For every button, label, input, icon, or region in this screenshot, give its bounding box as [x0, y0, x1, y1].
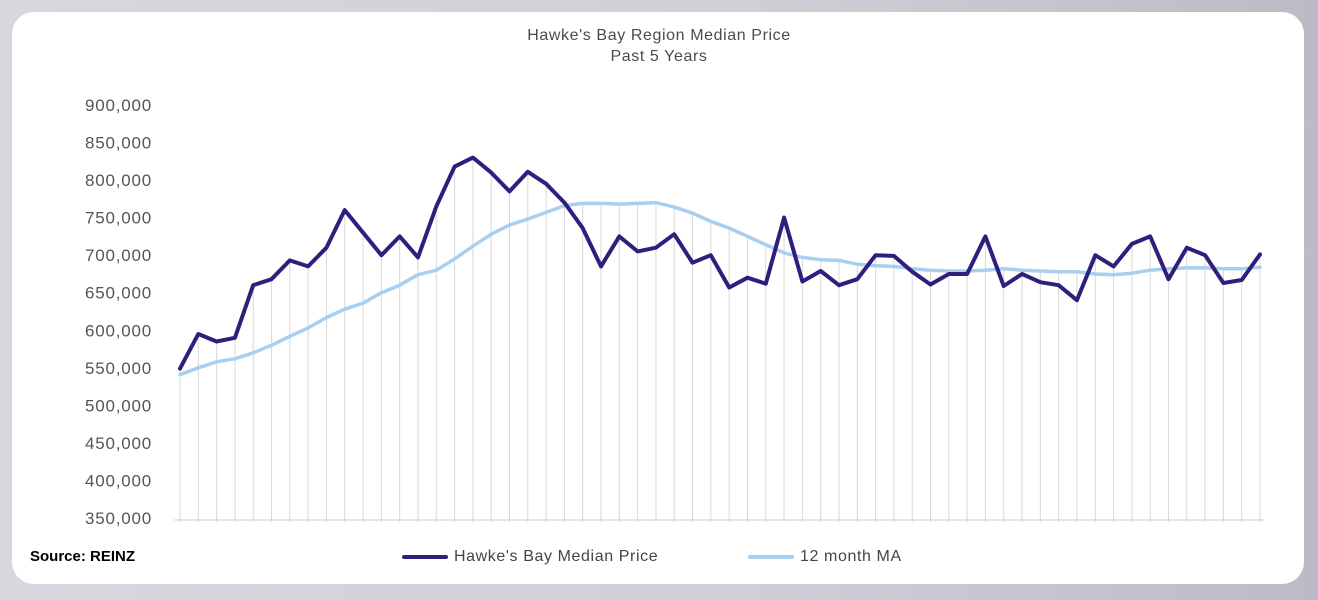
y-tick-label: 700,000 — [85, 246, 152, 265]
legend-label-median: Hawke's Bay Median Price — [454, 548, 659, 565]
chart-title: Hawke's Bay Region Median Price — [527, 27, 791, 44]
y-tick-label: 650,000 — [85, 284, 152, 303]
chart-subtitle: Past 5 Years — [610, 48, 708, 65]
y-tick-label: 500,000 — [85, 396, 152, 415]
legend-label-ma: 12 month MA — [800, 548, 902, 565]
y-axis-ticks: 350,000 400,000 450,000 500,000 550,000 600,0… — [85, 96, 152, 528]
y-tick-label: 900,000 — [85, 96, 152, 115]
y-tick-label: 850,000 — [85, 134, 152, 153]
legend-swatch-ma — [748, 555, 794, 559]
series-lines — [178, 155, 1262, 377]
y-tick-label: 800,000 — [85, 171, 152, 190]
source-label: Source: REINZ — [30, 548, 136, 565]
series-line-median — [178, 155, 1262, 371]
chart-card — [12, 12, 1304, 584]
legend-item-ma: 12 month MA — [748, 548, 902, 566]
y-tick-label: 750,000 — [85, 209, 152, 228]
gridlines — [179, 157, 1261, 522]
legend-swatch-median — [402, 555, 448, 559]
y-tick-label: 350,000 — [85, 509, 152, 528]
y-tick-label: 550,000 — [85, 359, 152, 378]
y-tick-label: 400,000 — [85, 471, 152, 490]
series-line-ma — [178, 200, 1262, 377]
y-tick-label: 450,000 — [85, 434, 152, 453]
legend-item-median: Hawke's Bay Median Price — [402, 548, 658, 566]
y-tick-label: 600,000 — [85, 321, 152, 340]
